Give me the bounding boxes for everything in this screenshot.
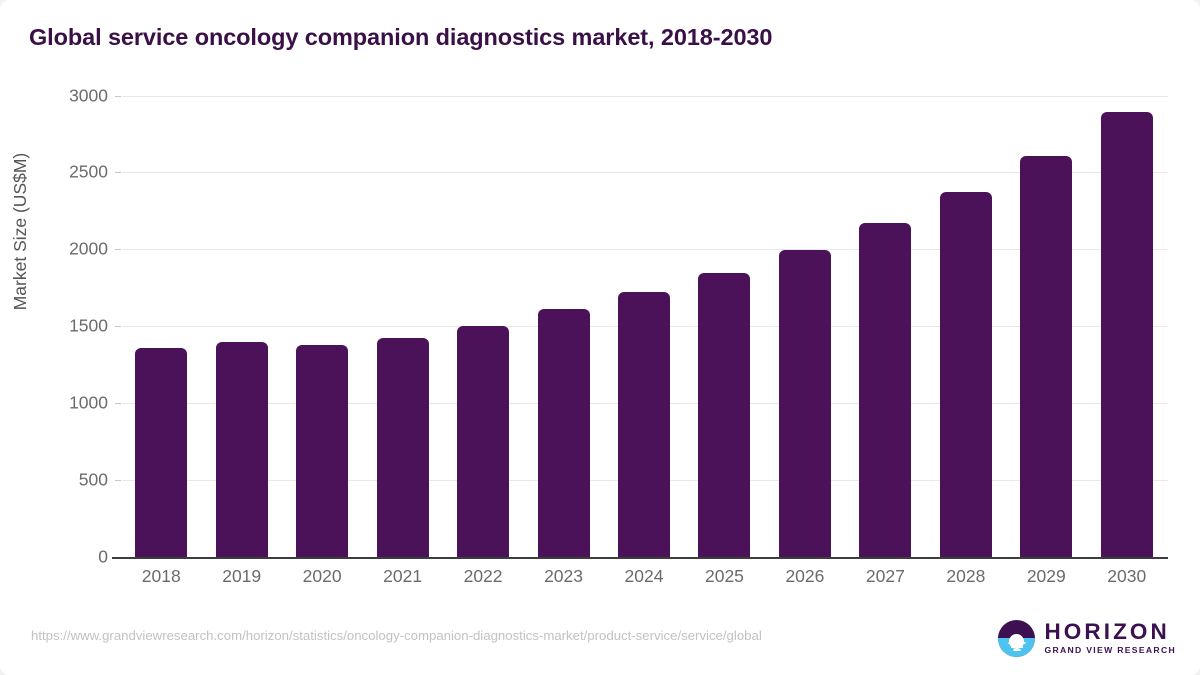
y-axis-tick-label: 2000: [69, 238, 108, 259]
y-axis-tick-labels: 0 500 1000 1500 2000 2500 3000: [45, 85, 108, 567]
x-axis-tick-label-2019: 2019: [222, 566, 262, 586]
y-axis-tick-label: 3000: [69, 85, 108, 105]
bar-2028[interactable]: [939, 191, 992, 557]
bar-2020[interactable]: [296, 345, 349, 557]
bar-2025[interactable]: [698, 272, 751, 557]
x-axis-tick-label-2024: 2024: [624, 566, 664, 586]
y-axis-tick-label: 2500: [69, 161, 108, 182]
bar-2021[interactable]: [376, 337, 429, 557]
plot-area: [112, 95, 1168, 559]
bar-2022[interactable]: [457, 325, 510, 557]
x-axis-tick-label-2018: 2018: [141, 566, 181, 586]
y-axis-title-wrap: Market Size (US$M): [10, 1, 40, 462]
logo-ray-3: [1013, 649, 1021, 652]
x-axis-tick-label-2021: 2021: [383, 566, 423, 586]
horizon-sunrise-icon: [998, 619, 1036, 657]
logo-tagline: GRAND VIEW RESEARCH: [1044, 645, 1176, 656]
y-axis-tick-label: 1500: [69, 315, 108, 336]
x-axis-tick-labels: 2018 2019 2020 2021 2022 2023 2024 2025 2026 2027…: [122, 566, 1168, 592]
x-axis-tick-label-2028: 2028: [946, 566, 986, 586]
bar-2026[interactable]: [778, 250, 831, 557]
y-axis-tick-mark: [115, 326, 121, 328]
logo-text-block: HORIZON GRAND VIEW RESEARCH: [1044, 618, 1176, 656]
bar-2029[interactable]: [1020, 155, 1073, 557]
x-axis-tick-label-2026: 2026: [785, 566, 825, 586]
y-axis-tick-mark: [115, 95, 121, 97]
bar-2030[interactable]: [1100, 111, 1153, 557]
y-axis-tick-label: 0: [98, 546, 108, 567]
gridline: [122, 172, 1168, 174]
x-axis-tick-label-2023: 2023: [544, 566, 583, 586]
x-axis-tick-label-2022: 2022: [463, 566, 503, 586]
x-axis-tick-label-2029: 2029: [1026, 566, 1066, 586]
y-axis-tick-mark: [115, 172, 121, 174]
y-axis-title: Market Size (US$M): [10, 152, 30, 311]
gridline: [122, 95, 1168, 97]
bar-2019[interactable]: [215, 341, 268, 557]
logo-sun-circle: [1009, 633, 1025, 649]
x-axis-tick-label-2030: 2030: [1107, 566, 1147, 586]
bar-2027[interactable]: [859, 223, 912, 557]
source-url[interactable]: https://www.grandviewresearch.com/horizo…: [31, 628, 762, 643]
y-axis-tick-mark: [115, 480, 121, 482]
logo-wordmark: HORIZON: [1044, 618, 1170, 644]
y-axis-tick-label: 1000: [69, 392, 108, 413]
brand-logo[interactable]: HORIZON GRAND VIEW RESEARCH: [998, 618, 1176, 658]
bar-2018[interactable]: [135, 348, 188, 557]
bar-2023[interactable]: [537, 308, 590, 557]
logo-ray-2: [1010, 646, 1023, 648]
bar-2024[interactable]: [618, 291, 670, 557]
y-axis-tick-mark: [115, 403, 121, 405]
x-axis-tick-label-2025: 2025: [704, 566, 744, 586]
y-axis-tick-mark: [115, 249, 121, 251]
y-axis-tick-label: 500: [78, 469, 108, 490]
x-axis-line: [112, 556, 1168, 559]
page-title: Global service oncology companion diagno…: [29, 24, 773, 50]
x-axis-tick-label-2020: 2020: [302, 566, 342, 586]
gridline: [122, 249, 1168, 251]
x-axis-tick-label-2027: 2027: [865, 566, 905, 586]
logo-ray-1: [1008, 642, 1026, 645]
